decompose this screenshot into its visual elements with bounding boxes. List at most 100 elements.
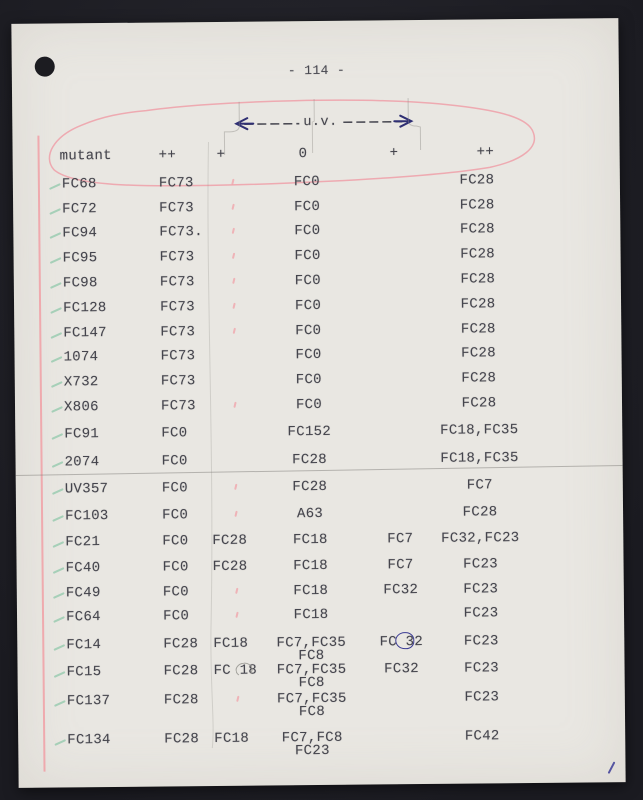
pencil-checkmark <box>49 257 62 264</box>
table-row: FC103 FC0 A63 FC28 <box>16 504 623 527</box>
pink-tick-mark <box>231 227 236 234</box>
cell-col3: FC0 <box>295 346 322 364</box>
cell-col1: FC73 <box>159 200 195 217</box>
pencil-circle <box>234 661 254 678</box>
cell-col4: FC32 <box>384 661 420 678</box>
cell-col5: FC28 <box>459 172 495 189</box>
cell-col3: FC18 <box>292 531 328 549</box>
cell-col3: FC152 <box>287 423 332 441</box>
cell-mutant: FC147 <box>63 325 107 342</box>
cell-col1: FC0 <box>161 507 189 524</box>
cell-col5: FC28 <box>459 221 495 238</box>
pencil-checkmark <box>49 232 62 239</box>
cell-col5: FC23 <box>463 556 499 573</box>
cell-col1: FC0 <box>161 480 188 497</box>
pencil-checkmark <box>50 332 63 339</box>
cell-col2: FC18 <box>213 635 249 653</box>
cell-mutant: FC40 <box>65 560 101 577</box>
cell-col3-line2: FC23 <box>294 742 330 760</box>
cell-mutant: FC68 <box>61 176 97 193</box>
cell-col5: FC28 <box>460 271 496 288</box>
cell-mutant: UV357 <box>64 481 109 498</box>
pink-tick-mark <box>232 302 236 309</box>
pencil-checkmark <box>51 433 64 440</box>
cell-col3: FC0 <box>293 173 321 191</box>
cell-col5: FC18,FC35 <box>440 450 519 467</box>
table-row: FC137 FC28 FC7,FC35 FC23 FC8 <box>18 689 625 720</box>
pink-tick-mark <box>236 695 240 702</box>
cell-mutant: FC64 <box>65 609 101 626</box>
cell-col1: FC73 <box>160 373 196 390</box>
cell-col5: FC28 <box>460 246 496 263</box>
cell-col1: FC0 <box>162 559 189 576</box>
table-row: FC134 FC28 FC18 FC7,FC8 FC42 FC23 <box>18 728 625 759</box>
cell-col1: FC73 <box>159 299 195 316</box>
cell-col4: FC7 <box>387 557 414 574</box>
cell-col5: FC23 <box>463 605 499 622</box>
pencil-checkmark <box>53 644 66 651</box>
table-row: X806 FC73 FC0 FC28 <box>15 395 622 418</box>
cell-col3-line2: FC8 <box>298 703 326 721</box>
cell-col4: FC7 <box>387 531 414 548</box>
cell-col1: FC0 <box>161 453 188 470</box>
uv-arrowhead-right <box>393 114 414 128</box>
cell-col1: FC28 <box>164 731 200 748</box>
col-header-zero: 0 <box>298 146 308 163</box>
uv-arrow-shaft-right <box>343 120 403 124</box>
pink-tick-mark <box>231 178 235 185</box>
cell-mutant: FC103 <box>65 508 109 525</box>
pencil-checkmark <box>51 461 64 468</box>
pencil-checkmark <box>50 307 62 314</box>
pink-tick-mark <box>232 277 236 284</box>
cell-col1: FC73 <box>160 348 196 365</box>
pencil-checkmark <box>50 356 63 363</box>
cell-col5: FC28 <box>460 296 496 313</box>
cell-mutant: X806 <box>63 399 99 416</box>
col-header-mutant: mutant <box>59 147 112 165</box>
table-body: FC68 FC73 FC0 FC28 FC72 FC73 FC0 FC28 FC94 FC73. F… <box>11 18 618 759</box>
col-header-plus-left: + <box>216 146 226 163</box>
table-row: FC128 FC73 FC0 FC28 <box>14 296 621 319</box>
cell-mutant: FC49 <box>65 585 101 602</box>
cell-mutant: 1074 <box>63 349 99 366</box>
hole-punch <box>34 56 55 77</box>
cell-col1: FC73 <box>158 175 194 192</box>
cell-col1: FC73 <box>160 398 196 415</box>
cell-col5: FC23 <box>464 689 500 706</box>
cell-col1: FC73. <box>159 224 203 241</box>
cell-mutant: FC15 <box>66 664 102 681</box>
pink-tick-mark <box>234 510 238 517</box>
page-number: - 114 - <box>287 62 346 79</box>
blue-pen-mark <box>607 761 616 774</box>
table-row: FC49 FC0 FC18 FC32 FC23 <box>17 581 624 604</box>
cell-col5: FC28 <box>462 504 498 521</box>
cell-mutant: 2074 <box>64 454 100 471</box>
cell-col1: FC73 <box>160 324 196 341</box>
uv-arrow-shaft-left <box>244 122 300 125</box>
cell-col5: FC32,FC23 <box>441 530 520 547</box>
cell-col3: FC18 <box>293 606 329 624</box>
pencil-checkmark <box>51 488 64 495</box>
cell-col5: FC28 <box>461 345 497 362</box>
cell-col1: FC73 <box>159 274 195 291</box>
col-header-plusplus-right: ++ <box>476 144 495 161</box>
table-row: 1074 FC73 FC0 FC28 <box>14 345 621 368</box>
cell-col5: FC28 <box>461 395 497 412</box>
table-row: FC40 FC0 FC28 FC18 FC7 FC23 <box>17 556 624 579</box>
cell-col2: FC28 <box>212 532 248 550</box>
pink-tick-mark <box>235 587 239 594</box>
cell-col5: FC18,FC35 <box>440 422 519 439</box>
cell-col1: FC0 <box>162 584 189 601</box>
cell-mutant: X732 <box>63 374 99 391</box>
pink-tick-mark <box>231 252 236 259</box>
cell-col4: FC32 <box>383 582 419 599</box>
table-row: FC147 FC73 FC0 FC28 <box>14 321 621 344</box>
cell-col5: FC23 <box>463 633 499 650</box>
pencil-checkmark <box>52 541 65 548</box>
cell-mutant: FC137 <box>66 693 111 710</box>
cell-col1: FC0 <box>162 533 189 550</box>
cell-col3-line2: FC8 <box>298 674 325 692</box>
cell-col1: FC0 <box>161 425 188 442</box>
cell-col3: FC0 <box>295 371 322 389</box>
cell-col2: FC18 <box>214 730 250 748</box>
